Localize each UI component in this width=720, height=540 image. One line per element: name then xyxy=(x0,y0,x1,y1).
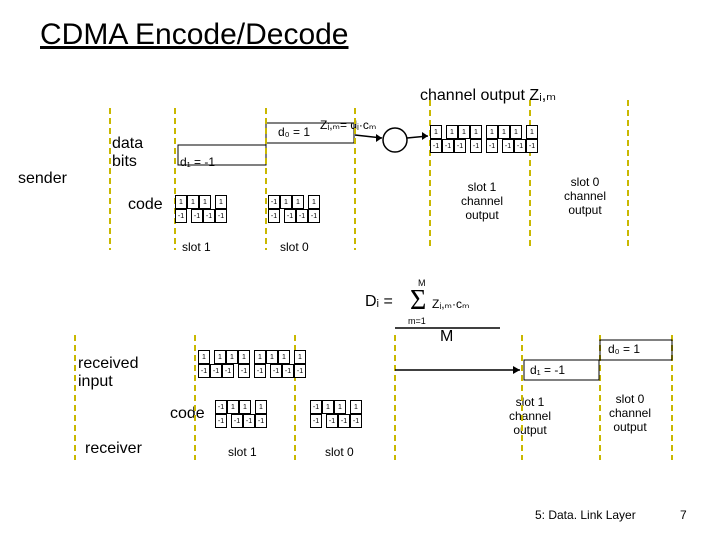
chip-cell: -1 xyxy=(310,414,322,428)
di-label: Dᵢ = xyxy=(365,293,393,311)
chip-cell: 1 xyxy=(308,195,320,209)
chip-cell: -1 xyxy=(338,414,350,428)
chip-cell: -1 xyxy=(191,209,203,223)
slot0-label-b: slot 0 xyxy=(325,445,354,459)
sigma-bot: m=1 xyxy=(408,316,426,326)
chip-cell: 1 xyxy=(266,350,278,364)
chip-cell: 1 xyxy=(334,400,346,414)
slot1-out-label: slot 1 channel output xyxy=(452,180,512,222)
m-label: M xyxy=(440,328,453,346)
chip-cell: -1 xyxy=(254,364,266,378)
chip-cell: -1 xyxy=(502,139,514,153)
chip-cell: -1 xyxy=(215,414,227,428)
chip-cell: -1 xyxy=(198,364,210,378)
chip-cell: -1 xyxy=(470,139,482,153)
slot0-label-a: slot 0 xyxy=(280,240,309,254)
sigma-right: Zᵢ,ₘ·cₘ xyxy=(432,297,470,311)
chip-cell: 1 xyxy=(227,400,239,414)
chip-cell: 1 xyxy=(350,400,362,414)
chip-cell: -1 xyxy=(282,364,294,378)
chip-cell: -1 xyxy=(442,139,454,153)
slot1-label-b: slot 1 xyxy=(228,445,257,459)
chip-cell: -1 xyxy=(430,139,442,153)
chip-cell: 1 xyxy=(199,195,211,209)
chip-cell: -1 xyxy=(215,209,227,223)
chip-cell: 1 xyxy=(510,125,522,139)
slot0-out-label: slot 0 channel output xyxy=(555,175,615,217)
chip-cell: -1 xyxy=(175,209,187,223)
chip-cell: -1 xyxy=(203,209,215,223)
chip-cell: 1 xyxy=(255,400,267,414)
chip-cell: 1 xyxy=(238,350,250,364)
page-number: 7 xyxy=(680,508,687,522)
d1-label-b: d₁ = -1 xyxy=(530,363,565,377)
chip-cell: 1 xyxy=(446,125,458,139)
code-label-2: code xyxy=(170,405,205,423)
chip-cell: 1 xyxy=(292,195,304,209)
chip-cell: 1 xyxy=(458,125,470,139)
chip-cell: -1 xyxy=(486,139,498,153)
sender-label: sender xyxy=(18,170,67,188)
zim-label: Zᵢ,ₘ= dᵢ·cₘ xyxy=(320,118,376,132)
chip-cell: 1 xyxy=(322,400,334,414)
chip-cell: -1 xyxy=(238,364,250,378)
chip-cell: -1 xyxy=(231,414,243,428)
receiver-label: receiver xyxy=(85,440,142,458)
chip-cell: 1 xyxy=(214,350,226,364)
slot0-out-label-2: slot 0 channel output xyxy=(600,392,660,434)
chip-cell: 1 xyxy=(215,195,227,209)
chip-cell: -1 xyxy=(270,364,282,378)
received-input-label: received input xyxy=(78,355,158,391)
chip-cell: -1 xyxy=(268,195,280,209)
chip-cell: 1 xyxy=(175,195,187,209)
chip-cell: 1 xyxy=(226,350,238,364)
chip-cell: -1 xyxy=(294,364,306,378)
chip-cell: 1 xyxy=(470,125,482,139)
chip-cell: 1 xyxy=(239,400,251,414)
chip-cell: -1 xyxy=(255,414,267,428)
chip-cell: 1 xyxy=(294,350,306,364)
chip-cell: 1 xyxy=(187,195,199,209)
chip-cell: -1 xyxy=(350,414,362,428)
chip-cell: -1 xyxy=(215,400,227,414)
chip-cell: 1 xyxy=(280,195,292,209)
d0-label-b: d₀ = 1 xyxy=(608,342,640,356)
footer-text: 5: Data. Link Layer xyxy=(535,508,636,522)
code-label-1: code xyxy=(128,196,163,214)
chip-cell: -1 xyxy=(454,139,466,153)
chip-cell: -1 xyxy=(310,400,322,414)
page-title: CDMA Encode/Decode xyxy=(40,18,349,52)
chip-cell: -1 xyxy=(284,209,296,223)
d1-label: d₁ = -1 xyxy=(180,155,215,169)
chip-cell: 1 xyxy=(498,125,510,139)
data-bits-label: data bits xyxy=(112,135,162,171)
chip-cell: 1 xyxy=(198,350,210,364)
chip-cell: -1 xyxy=(210,364,222,378)
slot1-label-a: slot 1 xyxy=(182,240,211,254)
chip-cell: -1 xyxy=(268,209,280,223)
sigma-top: M xyxy=(418,278,426,288)
chip-cell: -1 xyxy=(526,139,538,153)
chip-cell: -1 xyxy=(326,414,338,428)
diagram-svg xyxy=(0,0,720,540)
chip-cell: 1 xyxy=(526,125,538,139)
chip-cell: 1 xyxy=(254,350,266,364)
sigma-symbol: Σ xyxy=(410,285,426,317)
slot1-out-label-2: slot 1 channel output xyxy=(500,395,560,437)
chip-cell: -1 xyxy=(514,139,526,153)
chip-cell: -1 xyxy=(308,209,320,223)
chip-cell: 1 xyxy=(430,125,442,139)
chip-cell: -1 xyxy=(243,414,255,428)
chip-cell: -1 xyxy=(296,209,308,223)
channel-output-label: channel output Zᵢ,ₘ xyxy=(420,85,556,105)
d0-label: d₀ = 1 xyxy=(278,125,310,139)
chip-cell: 1 xyxy=(486,125,498,139)
chip-cell: -1 xyxy=(222,364,234,378)
chip-cell: 1 xyxy=(278,350,290,364)
